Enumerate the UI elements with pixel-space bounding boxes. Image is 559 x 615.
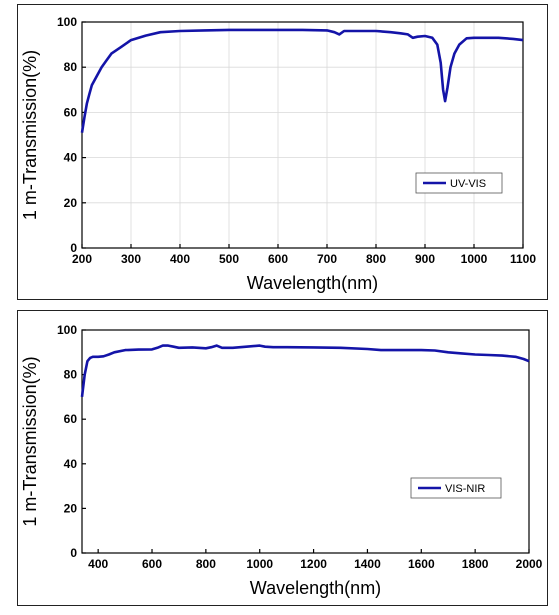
uv-vis-chart: 200 300 400 500 600 700 800 900 1000 1100 0 20 40 60 8… — [20, 15, 536, 293]
x-tick-label: 400 — [88, 557, 108, 571]
x-tick-label: 600 — [142, 557, 162, 571]
x-tick-label: 200 — [72, 252, 92, 266]
x-tick-label: 700 — [317, 252, 337, 266]
y-tick-label: 0 — [70, 546, 77, 560]
y-tick-label: 100 — [57, 323, 77, 337]
y-tick-label: 40 — [64, 457, 78, 471]
x-tick-label: 1000 — [461, 252, 488, 266]
series-line-uv-vis — [80, 28, 524, 133]
y-tick-label: 20 — [64, 501, 78, 515]
y-tick-label: 0 — [70, 241, 77, 255]
y-axis-title: 1 m-Transmission(%) — [20, 356, 40, 526]
x-tick-label: 1100 — [510, 252, 536, 266]
x-tick-label: 1400 — [354, 557, 381, 571]
y-tick-label: 100 — [57, 15, 77, 29]
legend-box — [415, 172, 503, 194]
y-tick-label: 20 — [64, 196, 78, 210]
x-tick-label: 800 — [366, 252, 386, 266]
legend-label: UV-VIS — [450, 178, 486, 190]
x-tick-label: 1600 — [408, 557, 435, 571]
vis-nir-chart: 400 600 800 1000 1200 1400 1600 1800 2000 0 20 40 60… — [20, 323, 543, 598]
vis-nir-chart-panel: 400 600 800 1000 1200 1400 1600 1800 2000 0 20 40 60… — [17, 310, 548, 606]
legend-box — [410, 477, 502, 499]
y-tick-label: 60 — [64, 412, 78, 426]
series-line-vis-nir — [80, 344, 530, 398]
x-tick-label: 1200 — [300, 557, 327, 571]
y-axis-title: 1 m-Transmission(%) — [20, 50, 40, 220]
y-tick-label: 80 — [64, 368, 78, 382]
plot-frame — [81, 21, 524, 249]
x-tick-label: 300 — [121, 252, 141, 266]
x-tick-label: 1800 — [462, 557, 489, 571]
x-tick-label: 600 — [268, 252, 288, 266]
x-axis-title: Wavelength(nm) — [250, 578, 381, 598]
legend: VIS-NIR — [410, 477, 502, 499]
uv-vis-chart-panel: 200 300 400 500 600 700 800 900 1000 1100 0 20 40 60 8… — [17, 4, 548, 300]
y-tick-label: 40 — [64, 151, 78, 165]
y-tick-label: 60 — [64, 105, 78, 119]
x-tick-label: 400 — [170, 252, 190, 266]
x-tick-label: 900 — [415, 252, 435, 266]
y-tick-label: 80 — [64, 60, 78, 74]
legend-label: VIS-NIR — [445, 483, 485, 495]
x-axis-title: Wavelength(nm) — [247, 273, 378, 293]
x-tick-label: 1000 — [246, 557, 273, 571]
plot-frame — [81, 329, 530, 554]
x-tick-label: 800 — [196, 557, 216, 571]
x-tick-label: 2000 — [516, 557, 543, 571]
legend: UV-VIS — [415, 172, 503, 194]
x-tick-label: 500 — [219, 252, 239, 266]
